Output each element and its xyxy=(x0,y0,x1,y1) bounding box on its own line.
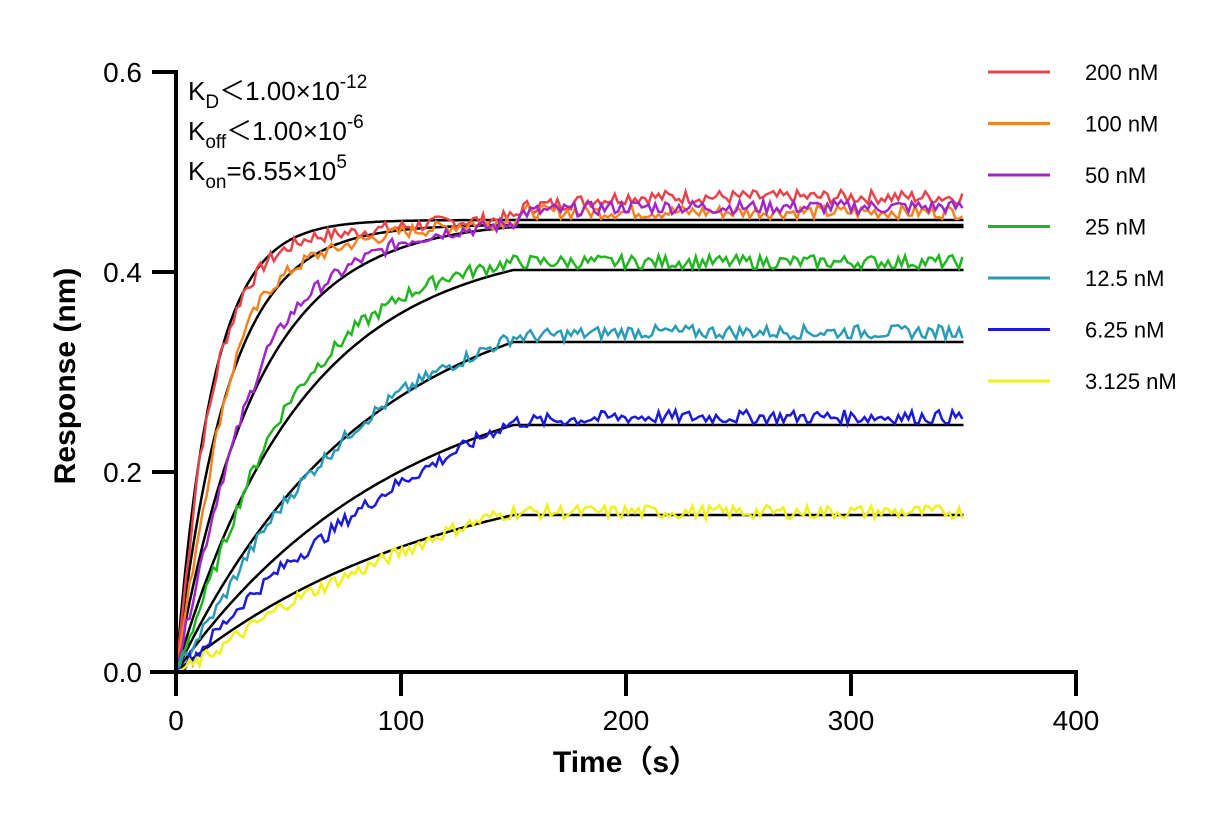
legend-label: 12.5 nM xyxy=(1085,266,1165,291)
series-line-25nM xyxy=(174,251,964,673)
legend-label: 6.25 nM xyxy=(1085,318,1165,343)
kinetics-annotation: Kon=6.55×105 xyxy=(188,152,347,193)
y-tick-label: 0.2 xyxy=(103,457,142,488)
fit-curve-25nM xyxy=(174,268,964,673)
legend-label: 3.125 nM xyxy=(1085,369,1177,394)
y-tick-label: 0.4 xyxy=(103,257,142,288)
y-axis-title: Response (nm) xyxy=(49,268,82,485)
fit-curve-3125nM xyxy=(175,513,964,673)
fit-curve-100nM xyxy=(174,223,964,673)
series-line-100nM xyxy=(174,201,964,673)
fit-curve-625nM xyxy=(174,423,964,673)
series-line-625nM xyxy=(175,406,964,675)
y-tick-label: 0.6 xyxy=(103,57,142,88)
series-line-125nM xyxy=(174,321,964,673)
fit-curve-50nM xyxy=(174,225,964,673)
x-tick-label: 100 xyxy=(378,705,425,736)
legend-label: 200 nM xyxy=(1085,60,1158,85)
legend-label: 25 nM xyxy=(1085,215,1146,240)
x-tick-label: 400 xyxy=(1053,705,1100,736)
x-axis-title: Time（s） xyxy=(553,745,699,779)
x-tick-label: 300 xyxy=(828,705,875,736)
y-tick-label: 0.0 xyxy=(103,657,142,688)
kinetics-annotation: KD＜1.00×10-12 xyxy=(188,72,367,113)
series-line-200nM xyxy=(174,187,964,673)
series-lines xyxy=(174,187,964,675)
kinetics-annotation: Koff＜1.00×10-6 xyxy=(188,112,364,153)
series-line-50nM xyxy=(174,195,964,673)
x-tick-label: 200 xyxy=(603,705,650,736)
y-ticks: 0.0 0.2 0.4 0.6 xyxy=(103,57,176,688)
series-line-3125nM xyxy=(175,501,964,674)
legend: 200 nM 100 nM 50 nM 25 nM 12.5 nM 6.25 nM 3.12… xyxy=(988,60,1177,394)
legend-label: 100 nM xyxy=(1085,112,1158,137)
legend-label: 50 nM xyxy=(1085,163,1146,188)
x-ticks: 0 100 200 300 400 xyxy=(168,672,1099,736)
fit-curve-200nM xyxy=(174,218,964,673)
x-tick-label: 0 xyxy=(168,705,184,736)
